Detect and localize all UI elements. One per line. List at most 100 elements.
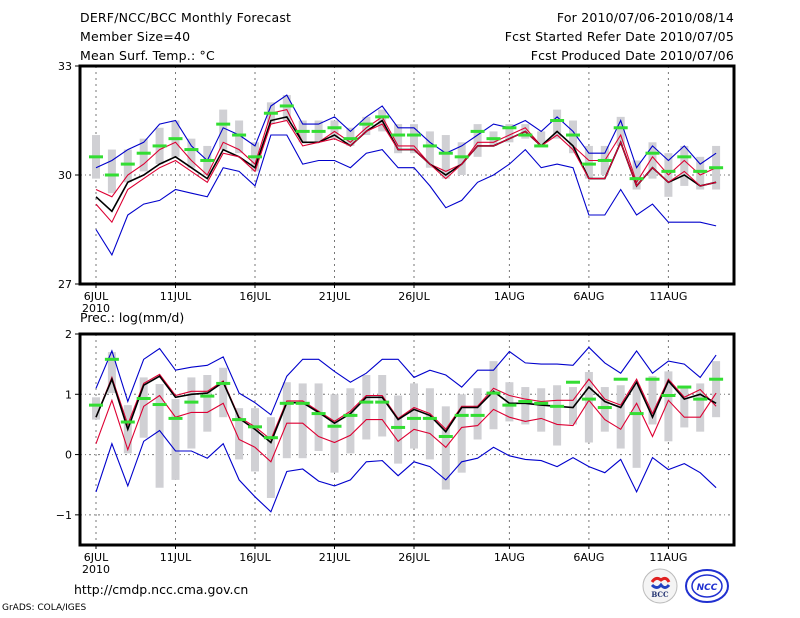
temp-spread-bar bbox=[584, 145, 593, 179]
temp-line-lower-percentile bbox=[95, 119, 717, 224]
precip-reference-marker bbox=[184, 400, 199, 404]
precip-xtick-label: 11JUL bbox=[160, 551, 192, 564]
precip-reference-marker bbox=[454, 413, 469, 417]
precip-xtick-label: 11AUG bbox=[649, 551, 687, 564]
temp-spread-bar bbox=[680, 145, 689, 186]
temp-reference-marker bbox=[359, 122, 374, 126]
precip-spread-bar bbox=[266, 417, 275, 498]
header-left: DERF/NCC/BCC Monthly Forecast Member Siz… bbox=[80, 8, 291, 65]
precip-spread-bar bbox=[696, 383, 705, 432]
precip-spread-bar bbox=[107, 352, 116, 394]
precip-xtick-label: 16JUL bbox=[239, 551, 271, 564]
precip-reference-marker bbox=[136, 397, 151, 401]
temp-reference-marker bbox=[709, 166, 724, 170]
precip-reference-marker bbox=[693, 397, 708, 401]
precip-ytick-label: 0 bbox=[65, 449, 72, 462]
precip-spread-bar bbox=[378, 374, 387, 437]
temp-xtick-label: 11JUL bbox=[160, 290, 192, 303]
temp-reference-marker bbox=[168, 137, 183, 141]
precip-reference-marker bbox=[438, 434, 453, 438]
precip-line-lower-percentile bbox=[95, 392, 717, 463]
precip-spread-bar bbox=[648, 376, 657, 425]
temp-reference-marker bbox=[375, 115, 390, 119]
precip-reference-marker bbox=[168, 416, 183, 420]
precip-xtick-label: 6AUG bbox=[573, 551, 604, 564]
temp-reference-marker bbox=[248, 155, 262, 159]
precip-reference-marker bbox=[89, 403, 103, 407]
temp-xtick-label: 6AUG bbox=[573, 290, 604, 303]
precip-reference-marker bbox=[470, 413, 485, 417]
temp-reference-marker bbox=[136, 151, 151, 155]
precip-reference-marker bbox=[120, 420, 135, 424]
temp-spread-bar bbox=[553, 109, 562, 139]
temp-spread-bar bbox=[282, 95, 291, 121]
temp-reference-marker bbox=[152, 144, 167, 148]
temp-spread-bar bbox=[441, 135, 450, 179]
precip-spread-bar bbox=[251, 408, 259, 472]
temp-spread-bar bbox=[346, 127, 355, 146]
temp-reference-marker bbox=[407, 133, 421, 137]
temp-xtick-label: 6JUL bbox=[84, 290, 109, 303]
precip-year-label: 2010 bbox=[82, 563, 110, 576]
precip-reference-marker bbox=[709, 377, 724, 381]
precip-spread-bar bbox=[712, 361, 721, 418]
precip-spread-bar bbox=[219, 367, 228, 418]
precip-spread-bar bbox=[680, 388, 689, 428]
temp-spread-bar bbox=[648, 142, 657, 179]
precip-reference-marker bbox=[295, 401, 310, 405]
variable-label-precip: Prec.: log(mm/d) bbox=[80, 310, 185, 325]
temp-spread-bar bbox=[537, 131, 546, 146]
precip-spread-bar bbox=[489, 361, 498, 430]
precip-spread-bar bbox=[632, 385, 641, 468]
precip-spread-bar bbox=[473, 388, 482, 440]
temp-spread-bar bbox=[696, 156, 705, 190]
precip-plot-frame bbox=[78, 332, 736, 547]
temp-reference-marker bbox=[613, 126, 628, 130]
precip-reference-marker bbox=[375, 400, 390, 404]
temp-reference-marker bbox=[693, 169, 708, 173]
precip-xtick-label: 26JUL bbox=[398, 551, 430, 564]
temp-reference-marker bbox=[89, 155, 103, 159]
precip-ytick-label: 2 bbox=[65, 328, 72, 341]
temp-spread-bar bbox=[425, 131, 434, 168]
temp-xtick-label: 16JUL bbox=[239, 290, 271, 303]
precip-reference-marker bbox=[279, 401, 294, 405]
precip-spread-bar bbox=[425, 388, 434, 460]
precip-spread-bar bbox=[553, 385, 562, 446]
precip-spread-bar bbox=[171, 399, 180, 480]
temp-spread-bar bbox=[394, 124, 403, 154]
temp-plot-frame bbox=[78, 64, 736, 286]
precip-reference-marker bbox=[216, 381, 231, 385]
bcc-logo-text: BCC bbox=[651, 590, 669, 599]
precip-spread-bar bbox=[616, 385, 625, 449]
precip-spread-bar bbox=[346, 388, 355, 454]
temp-reference-marker bbox=[677, 155, 692, 159]
temp-reference-marker bbox=[216, 122, 231, 126]
temp-reference-marker bbox=[550, 119, 565, 122]
header-right: For 2010/07/06-2010/08/14 Fcst Started R… bbox=[505, 8, 734, 65]
forecast-start-date: Fcst Started Refer Date 2010/07/05 bbox=[504, 29, 734, 44]
temp-reference-marker bbox=[581, 162, 596, 166]
temp-xtick-label: 11AUG bbox=[649, 290, 687, 303]
forecast-produced-date: Fcst Produced Date 2010/07/06 bbox=[530, 48, 734, 63]
temp-reference-marker bbox=[454, 155, 469, 159]
temp-line-ensemble-max bbox=[95, 94, 717, 169]
precip-reference-marker bbox=[613, 377, 628, 381]
temp-reference-marker bbox=[263, 111, 278, 115]
precip-line-ensemble-mean bbox=[95, 375, 717, 444]
temp-reference-marker bbox=[629, 177, 644, 181]
precip-reference-marker bbox=[311, 412, 326, 416]
precip-reference-marker bbox=[597, 406, 612, 410]
temp-reference-marker bbox=[104, 173, 119, 177]
bcc-logo: BCC bbox=[642, 568, 678, 604]
website-url[interactable]: http://cmdp.ncc.cma.gov.cn bbox=[74, 582, 249, 597]
precip-reference-marker bbox=[629, 412, 644, 416]
precip-spread-bar bbox=[92, 397, 100, 420]
temp-ytick-label: 27 bbox=[58, 278, 72, 291]
temp-spread-bar bbox=[219, 109, 228, 150]
precip-reference-marker bbox=[661, 393, 676, 397]
precip-spread-bar bbox=[235, 408, 244, 460]
chart-title: DERF/NCC/BCC Monthly Forecast bbox=[80, 10, 292, 25]
temp-spread-bar bbox=[139, 138, 148, 172]
precip-reference-marker bbox=[645, 377, 660, 381]
